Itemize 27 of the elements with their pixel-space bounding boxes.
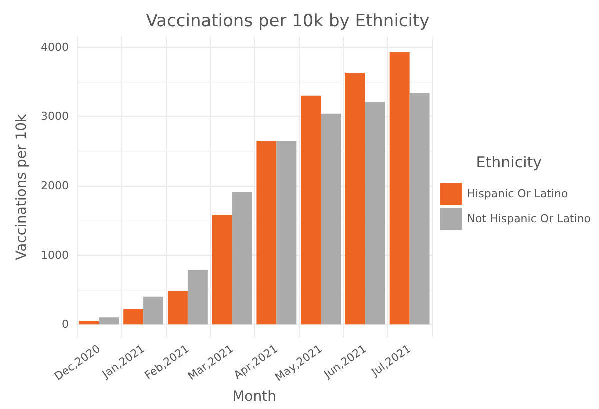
bar — [321, 114, 342, 325]
bar — [124, 309, 144, 325]
bar — [410, 93, 430, 325]
bar — [345, 73, 366, 325]
bar — [390, 52, 410, 325]
y-tick-label: 4000 — [41, 40, 69, 54]
bar — [144, 296, 164, 325]
y-tick-label: 2000 — [41, 180, 69, 192]
bar — [188, 270, 208, 325]
x-axis-title: Month — [232, 389, 276, 405]
bar — [232, 192, 252, 325]
y-tick-label: 1000 — [41, 248, 69, 262]
y-axis-title: Vaccinations per 10k — [14, 113, 30, 260]
bar — [276, 140, 297, 325]
legend-title: Ethnicity — [476, 154, 542, 172]
legend-label: Hispanic Or Latino — [467, 188, 568, 200]
bar — [99, 318, 120, 325]
bar — [79, 321, 100, 325]
y-tick-label: 0 — [62, 318, 69, 332]
bar — [256, 140, 277, 325]
bar — [365, 102, 386, 325]
chart-title: Vaccinations per 10k by Ethnicity — [146, 12, 430, 32]
bar — [168, 291, 188, 325]
bar — [212, 215, 232, 325]
y-tick-label: 3000 — [41, 110, 69, 124]
bar — [301, 96, 322, 325]
legend-label: Not Hispanic Or Latino — [467, 212, 592, 226]
